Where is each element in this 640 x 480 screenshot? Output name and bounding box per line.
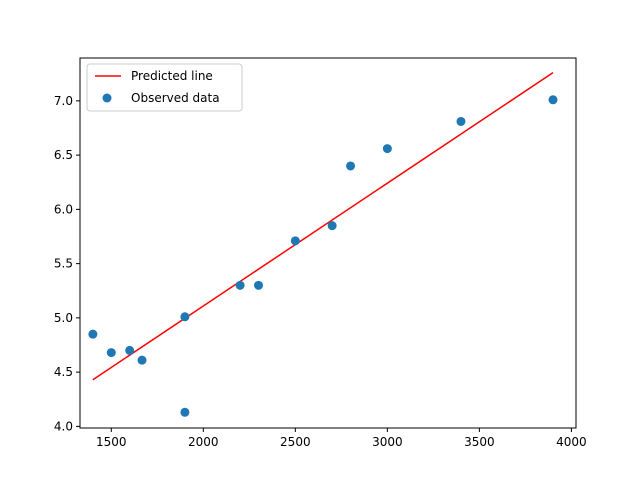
y-tick-label: 5.0 (54, 311, 73, 325)
x-axis: 1500 2000 2500 3000 3500 4000 (96, 428, 587, 449)
y-tick-label: 6.0 (54, 202, 73, 216)
axes-frame (79, 57, 577, 429)
legend-label-predicted-line: Predicted line (131, 69, 213, 83)
observed-data-point (106, 348, 116, 358)
observed-data-point (180, 312, 190, 322)
plot-area (88, 72, 558, 417)
observed-data-point (88, 329, 98, 339)
y-tick-label: 5.5 (54, 257, 73, 271)
observed-data-point (548, 95, 558, 105)
legend-label-observed-data: Observed data (131, 91, 220, 105)
y-tick-label: 6.5 (54, 148, 73, 162)
observed-data-point (290, 236, 300, 246)
x-tick-label: 3000 (372, 435, 403, 449)
observed-data-point (125, 345, 135, 355)
observed-data-point (180, 407, 190, 417)
observed-data-point (235, 280, 245, 290)
x-tick-label: 3500 (464, 435, 495, 449)
x-tick-label: 2500 (280, 435, 311, 449)
y-tick-label: 4.0 (54, 419, 73, 433)
observed-data-point (456, 116, 466, 126)
observed-data-point (327, 221, 337, 231)
observed-data-point (382, 144, 392, 154)
y-tick-label: 4.5 (54, 365, 73, 379)
x-tick-label: 4000 (556, 435, 587, 449)
x-tick-label: 1500 (96, 435, 127, 449)
legend-frame (86, 63, 243, 112)
observed-data-point (254, 280, 264, 290)
observed-data-point (137, 355, 147, 365)
predicted-line (92, 72, 554, 381)
y-tick-label: 7.0 (54, 94, 73, 108)
observed-data-point (346, 161, 356, 171)
legend: Predicted line Observed data (86, 63, 243, 112)
legend-swatch-observed-data (102, 93, 112, 103)
x-tick-label: 2000 (188, 435, 219, 449)
y-axis: 4.0 4.5 5.0 5.5 6.0 6.5 7.0 (54, 94, 80, 433)
